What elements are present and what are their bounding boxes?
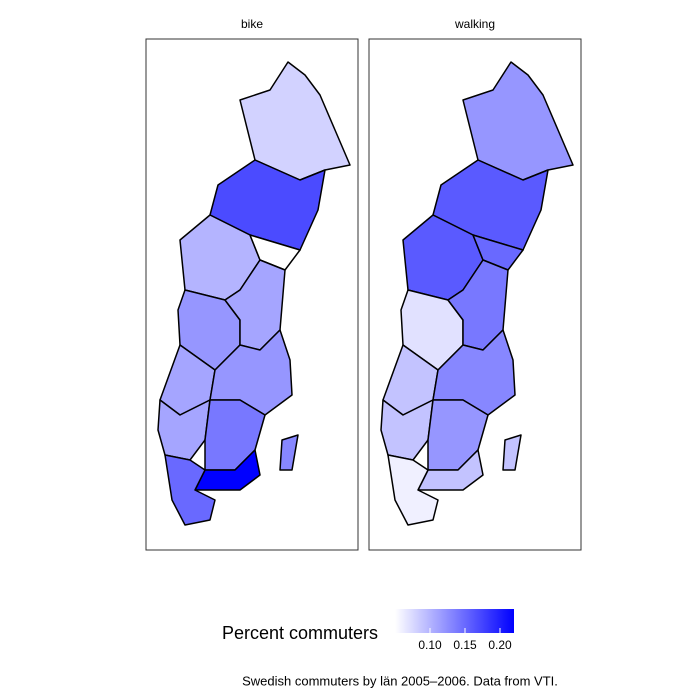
region (164, 454, 216, 526)
region (209, 329, 293, 416)
region (432, 329, 516, 416)
colorbar-tick-label: 0.10 (418, 638, 442, 652)
panel-frame (145, 38, 359, 551)
colorbar (395, 609, 514, 633)
region (279, 434, 299, 471)
colorbar-tick-label: 0.15 (453, 638, 477, 652)
region (387, 454, 439, 526)
colorbar-tick-label: 0.20 (488, 638, 512, 652)
legend-title: Percent commuters (222, 623, 378, 643)
panel-title: bike (241, 17, 263, 31)
region (502, 434, 522, 471)
region (380, 399, 434, 461)
map (380, 61, 574, 526)
map (157, 61, 351, 526)
panel-frame (368, 38, 582, 551)
region (157, 399, 211, 461)
panel-title: walking (454, 17, 495, 31)
caption: Swedish commuters by län 2005–2006. Data… (242, 673, 558, 688)
